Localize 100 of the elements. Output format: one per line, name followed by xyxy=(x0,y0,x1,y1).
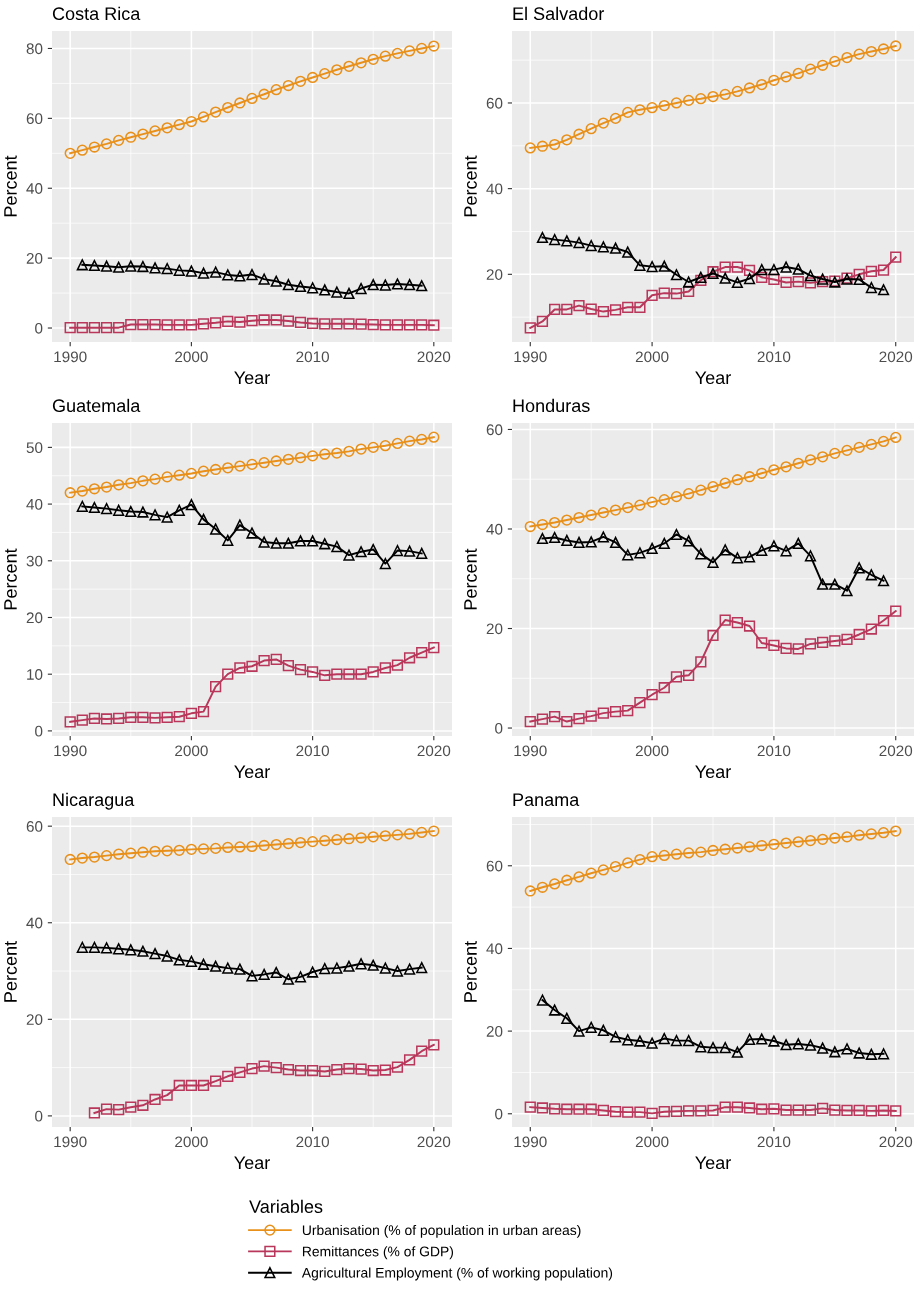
point xyxy=(258,457,270,469)
point xyxy=(76,322,88,334)
point xyxy=(88,501,101,514)
point xyxy=(258,536,270,548)
x-tick-label: 2020 xyxy=(879,1136,913,1148)
point xyxy=(391,319,404,331)
x-tick-label: 2010 xyxy=(757,351,791,363)
point xyxy=(197,267,210,279)
point xyxy=(597,117,609,129)
point xyxy=(536,140,549,152)
point xyxy=(173,1079,185,1092)
point xyxy=(319,284,331,296)
point xyxy=(234,841,246,853)
point xyxy=(780,642,792,655)
point xyxy=(234,316,246,328)
point xyxy=(319,962,331,975)
point xyxy=(780,1104,792,1116)
point xyxy=(817,578,829,590)
point xyxy=(294,836,307,849)
point xyxy=(161,950,173,962)
point xyxy=(173,319,185,331)
point xyxy=(428,40,440,52)
point xyxy=(865,1105,877,1117)
point xyxy=(125,944,137,956)
point xyxy=(524,520,536,533)
point xyxy=(403,652,416,664)
point xyxy=(670,269,683,281)
point xyxy=(343,1062,355,1075)
point xyxy=(829,578,841,590)
point xyxy=(367,666,379,678)
point xyxy=(173,264,185,276)
point xyxy=(113,479,125,491)
point xyxy=(137,711,149,723)
point xyxy=(125,711,137,723)
point xyxy=(100,713,113,725)
point xyxy=(428,825,440,837)
point xyxy=(222,668,234,680)
point xyxy=(331,1063,343,1076)
point xyxy=(804,1104,817,1116)
point xyxy=(768,464,780,476)
point xyxy=(683,1034,695,1047)
point xyxy=(416,826,428,839)
point xyxy=(622,301,634,313)
point xyxy=(306,450,319,462)
point xyxy=(536,532,549,545)
point xyxy=(743,841,756,853)
point xyxy=(890,431,902,444)
point xyxy=(573,128,585,140)
point xyxy=(355,958,367,970)
point xyxy=(768,263,780,276)
point xyxy=(270,84,282,96)
point xyxy=(367,1064,379,1077)
point xyxy=(683,535,695,547)
point xyxy=(622,1106,634,1118)
point xyxy=(768,540,780,552)
point xyxy=(573,511,585,524)
chart-title: Nicaragua xyxy=(53,792,135,810)
point xyxy=(161,845,173,857)
point xyxy=(695,548,707,560)
point xyxy=(719,477,731,489)
x-tick-label: 2000 xyxy=(635,351,669,363)
point xyxy=(536,881,549,893)
point xyxy=(853,1047,865,1059)
point xyxy=(756,271,768,283)
point xyxy=(561,1012,573,1024)
point xyxy=(173,119,185,131)
point xyxy=(306,966,319,978)
point xyxy=(428,641,440,654)
point xyxy=(792,275,804,288)
point xyxy=(210,1075,222,1087)
point xyxy=(306,1064,319,1077)
point xyxy=(841,1104,853,1117)
point xyxy=(877,1048,890,1060)
point xyxy=(597,707,609,719)
point xyxy=(524,322,536,334)
point xyxy=(88,322,101,334)
point xyxy=(258,88,270,100)
point xyxy=(707,844,719,857)
point xyxy=(331,540,343,553)
point xyxy=(246,840,258,853)
point xyxy=(331,962,343,974)
point xyxy=(149,509,161,521)
point xyxy=(536,713,549,725)
point xyxy=(585,123,597,135)
point xyxy=(88,712,101,725)
point xyxy=(756,78,768,91)
point xyxy=(294,664,307,676)
point xyxy=(646,689,658,701)
point xyxy=(683,1105,695,1117)
point xyxy=(379,1064,391,1076)
point xyxy=(149,948,161,960)
chart-title: El Salvador xyxy=(513,6,605,21)
point xyxy=(585,239,597,252)
point xyxy=(622,106,634,119)
point xyxy=(597,1104,609,1117)
x-tick-label: 2020 xyxy=(417,745,451,757)
point xyxy=(634,697,646,709)
point xyxy=(76,852,88,864)
point xyxy=(343,445,355,457)
point xyxy=(549,233,561,246)
